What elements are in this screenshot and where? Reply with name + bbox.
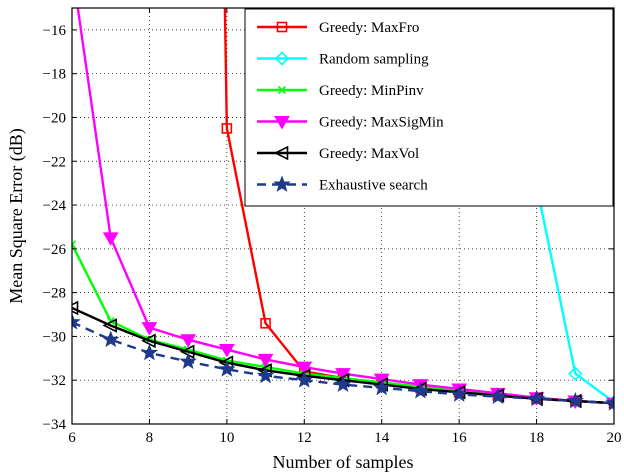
data-point-marker <box>568 366 583 381</box>
y-tick-label: −32 <box>43 373 66 389</box>
data-point-marker <box>180 334 197 348</box>
legend-label: Greedy: MaxVol <box>319 146 419 162</box>
x-tick-label: 20 <box>607 430 622 446</box>
data-point-marker <box>296 361 313 376</box>
y-tick-label: −16 <box>43 23 67 39</box>
series-exhaustive-search <box>72 313 614 411</box>
y-tick-label: −30 <box>43 329 66 345</box>
data-point-marker <box>605 394 614 411</box>
legend-marker <box>273 175 291 192</box>
x-tick-label: 6 <box>68 430 76 446</box>
legend-box <box>244 8 614 207</box>
data-point-marker <box>527 389 546 407</box>
legend: Greedy: MaxFro Random sampling Greedy: Min… <box>244 8 614 207</box>
data-point-marker <box>257 353 274 368</box>
grid <box>72 8 614 424</box>
data-point-marker <box>102 318 118 333</box>
y-axis-label: Mean Square Error (dB) <box>6 128 27 303</box>
y-tick-label: −28 <box>43 286 66 302</box>
y-tick-label: −34 <box>43 417 67 433</box>
data-point-marker <box>373 378 391 396</box>
data-point-marker <box>450 385 468 402</box>
data-point-marker <box>256 366 275 384</box>
x-tick-label: 18 <box>529 430 544 446</box>
data-point-marker <box>489 387 507 405</box>
data-point-marker <box>141 333 156 349</box>
legend-marker <box>276 21 288 33</box>
data-point-marker <box>72 240 77 249</box>
x-tick-label: 14 <box>374 430 390 446</box>
legend-marker <box>277 85 287 95</box>
legend-label: Exhaustive search <box>319 178 428 194</box>
data-point-marker <box>295 371 313 388</box>
x-tick-label: 16 <box>452 430 468 446</box>
data-point-marker <box>102 232 119 246</box>
legend-item: Exhaustive search <box>257 175 428 194</box>
legend-label: Random sampling <box>319 52 429 68</box>
y-tick-label: −26 <box>43 242 67 258</box>
legend-label: Greedy: MaxFro <box>319 20 419 36</box>
data-point-marker <box>72 313 81 330</box>
y-tick-label: −24 <box>43 198 67 214</box>
data-point-marker <box>566 391 584 409</box>
data-point-marker <box>218 344 235 358</box>
data-point-marker <box>140 343 159 361</box>
legend-label: Greedy: MaxSigMin <box>319 115 444 131</box>
axis-ticks: 6 8 10 12 14 16 18 20 −34 −32 −30 −28 −26 −24 −22 −20 −1… <box>43 8 622 446</box>
legend-marker <box>274 51 290 66</box>
legend-item: Greedy: MaxFro <box>257 20 419 36</box>
x-tick-label: 12 <box>297 430 312 446</box>
data-point-marker <box>179 352 197 369</box>
legend-item: Greedy: MaxVol <box>257 145 419 162</box>
legend-marker <box>274 116 290 130</box>
legend-label: Greedy: MinPinv <box>319 83 424 99</box>
legend-item: Greedy: MinPinv <box>257 83 424 99</box>
series-line <box>72 321 614 405</box>
data-point-marker <box>141 322 158 336</box>
y-tick-label: −22 <box>43 154 66 170</box>
data-point-marker <box>411 382 430 399</box>
series-layer <box>72 8 614 412</box>
x-axis-label: Number of samples <box>273 452 414 472</box>
plot-frame <box>71 7 615 425</box>
data-point-marker <box>72 300 79 316</box>
y-tick-label: −18 <box>43 67 66 83</box>
data-point-marker <box>221 123 233 134</box>
data-point-marker <box>218 360 236 377</box>
y-tick-label: −20 <box>43 110 66 126</box>
data-point-marker <box>260 317 271 329</box>
legend-item: Greedy: MaxSigMin <box>257 115 444 131</box>
x-tick-label: 8 <box>146 430 154 446</box>
x-tick-label: 10 <box>219 430 234 446</box>
data-point-marker <box>102 330 120 348</box>
legend-item: Random sampling <box>257 51 429 68</box>
legend-marker <box>273 145 289 161</box>
data-point-marker <box>334 375 352 392</box>
